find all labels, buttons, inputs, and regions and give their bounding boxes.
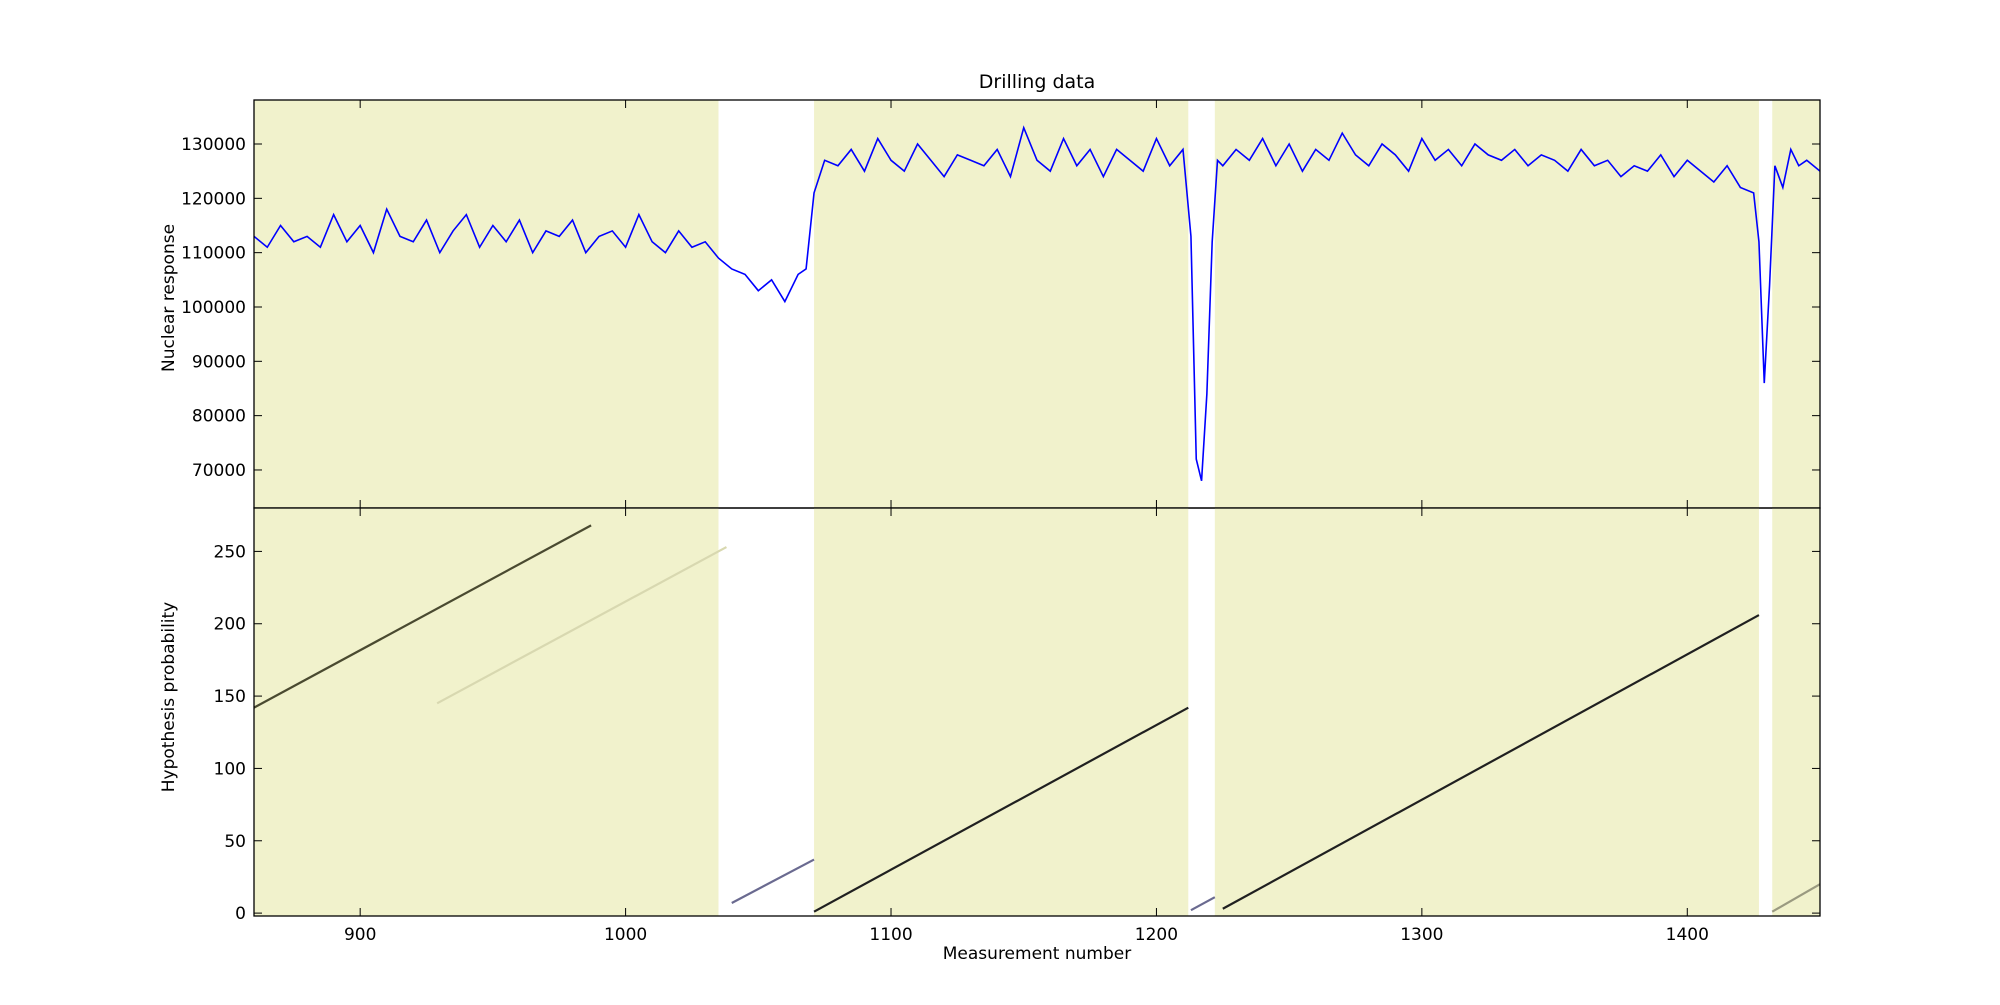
y-tick-label: 250 [214, 542, 246, 562]
shaded-span [254, 508, 719, 916]
y-tick-label: 150 [214, 687, 246, 707]
x-tick-label: 900 [344, 925, 376, 945]
y-tick-label: 110000 [181, 244, 246, 264]
x-tick-label: 1200 [1135, 925, 1178, 945]
chart-title: Drilling data [979, 71, 1096, 93]
y-tick-label: 70000 [192, 461, 246, 481]
shaded-span [814, 508, 1189, 916]
x-axis-label: Measurement number [943, 944, 1131, 964]
shaded-span [814, 100, 1189, 508]
plot-frame [253, 507, 1821, 917]
y-tick-label: 50 [224, 832, 246, 852]
y-tick-label: 100 [214, 759, 246, 779]
shaded-span [1214, 100, 1759, 508]
x-tick-label: 1000 [604, 925, 647, 945]
y-axis-label: Hypothesis probability [159, 602, 179, 792]
data-line [1222, 614, 1760, 910]
shaded-span [254, 100, 719, 508]
y-tick-label: 90000 [192, 352, 246, 372]
data-line [1190, 896, 1216, 912]
shaded-span [1772, 508, 1820, 916]
y-tick-label: 130000 [181, 135, 246, 155]
y-tick-label: 120000 [181, 189, 246, 209]
y-tick-label: 100000 [181, 298, 246, 318]
data-line [1771, 883, 1821, 913]
data-line [436, 546, 727, 705]
shaded-span [1214, 508, 1759, 916]
x-tick-label: 1300 [1400, 925, 1443, 945]
y-tick-label: 200 [214, 615, 246, 635]
x-tick-label: 1400 [1666, 925, 1709, 945]
y-tick-label: 0 [235, 904, 246, 924]
y-axis-label: Nuclear response [159, 224, 179, 372]
shaded-span [1772, 100, 1820, 508]
x-tick-label: 1100 [869, 925, 912, 945]
y-tick-label: 80000 [192, 407, 246, 427]
data-line [813, 706, 1189, 913]
data-line [253, 524, 592, 709]
data-line [253, 125, 1821, 482]
data-line [731, 858, 815, 904]
